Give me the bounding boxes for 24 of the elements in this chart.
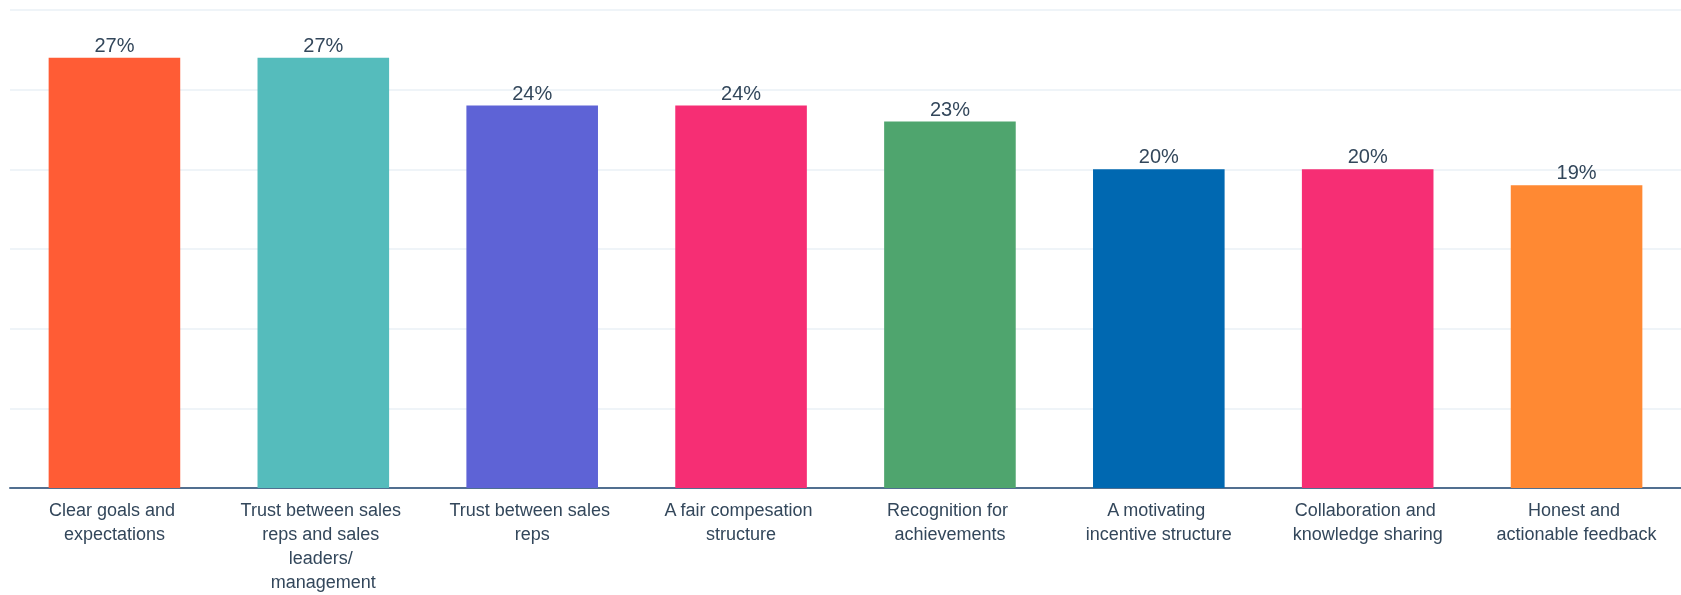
data-label: 24% xyxy=(512,81,553,104)
data-label: 27% xyxy=(94,33,135,56)
data-label: 19% xyxy=(1556,161,1597,184)
data-label: 24% xyxy=(721,81,762,104)
x-tick-label: Trust between sales reps and sales leaders/ management xyxy=(240,500,407,592)
x-tick-label: Trust between sales reps xyxy=(449,500,615,544)
x-tick-label: Honest and actionable feedback xyxy=(1496,500,1658,544)
x-tick-label: A motivating incentive structure xyxy=(1085,500,1232,544)
bar xyxy=(257,57,390,488)
data-label: 23% xyxy=(929,97,971,120)
data-label: 20% xyxy=(1138,145,1180,168)
x-tick-label: Collaboration and knowledge sharing xyxy=(1292,500,1443,544)
bar xyxy=(48,57,181,488)
x-tick-label: Recognition for achievements xyxy=(886,500,1013,544)
bar xyxy=(466,105,598,488)
data-label: 27% xyxy=(303,33,344,56)
bar xyxy=(1510,185,1643,488)
data-label: 20% xyxy=(1347,145,1388,168)
bar xyxy=(1093,169,1225,488)
bar xyxy=(675,105,807,488)
bar xyxy=(884,121,1016,488)
x-tick-label: Clear goals and expectations xyxy=(48,500,180,544)
x-tick-label: A fair compesation structure xyxy=(664,500,818,544)
bar xyxy=(1301,169,1434,488)
